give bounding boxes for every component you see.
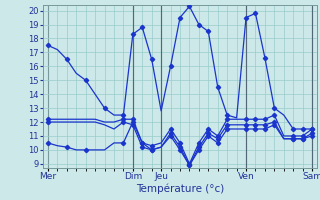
X-axis label: Température (°c): Température (°c) bbox=[136, 184, 224, 194]
